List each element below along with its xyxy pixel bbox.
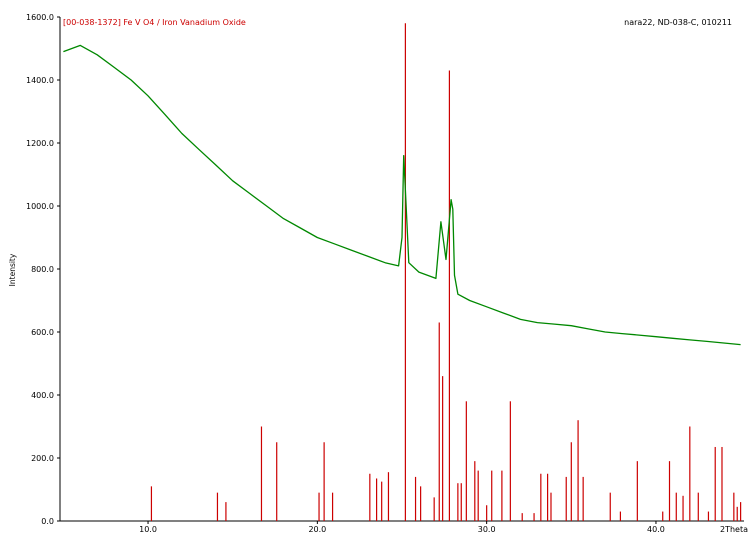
y-axis-title: Intensity: [8, 253, 17, 286]
x-tick-label: 30.0: [478, 525, 496, 534]
y-tick-label: 0.0: [41, 517, 54, 526]
x-axis-title: 2Theta: [720, 525, 748, 534]
diffraction-pattern-line: [63, 44, 741, 346]
y-tick-label: 1200.0: [26, 139, 54, 148]
plot-area: 0.0 200.0 400.0 600.0 800.0 1000.0 1200.0 1400.…: [26, 13, 744, 534]
y-tick-label: 1400.0: [26, 76, 54, 85]
sample-pattern-label: nara22, ND-038-C, 010211: [624, 18, 732, 27]
y-tick-label: 1600.0: [26, 13, 54, 22]
x-tick-label: 20.0: [308, 525, 326, 534]
y-tick-label: 200.0: [31, 454, 54, 463]
y-tick-label: 1000.0: [26, 202, 54, 211]
x-tick-label: 40.0: [647, 525, 665, 534]
y-tick-label: 600.0: [31, 328, 54, 337]
y-tick-label: 400.0: [31, 391, 54, 400]
x-tick-label: 10.0: [139, 525, 157, 534]
y-tick-label: 800.0: [31, 265, 54, 274]
reference-pattern-label: [00-038-1372] Fe V O4 / Iron Vanadium Ox…: [63, 18, 246, 27]
